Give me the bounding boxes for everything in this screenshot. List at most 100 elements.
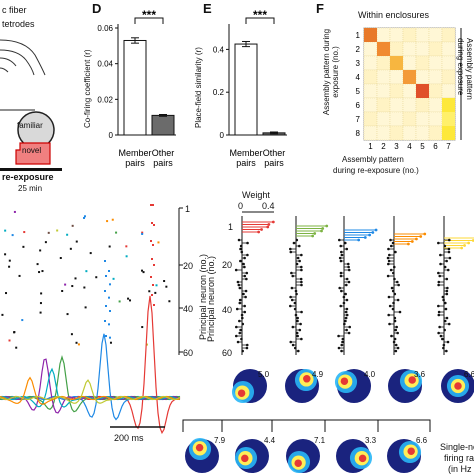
map-legend-line-3: (in Hz	[448, 464, 472, 474]
spike	[4, 229, 7, 232]
heatmap-x-tick: 6	[433, 142, 438, 151]
weight-dot	[239, 259, 242, 263]
weight-dot	[394, 343, 398, 347]
weight-dot	[238, 301, 242, 305]
weight-dot	[240, 250, 244, 254]
heatmap-y-tick: 6	[356, 101, 361, 110]
weight-dot	[392, 271, 395, 275]
weight-dot	[341, 340, 344, 344]
weight-dot	[345, 277, 349, 281]
weight-dot	[389, 238, 392, 242]
spike	[75, 240, 78, 243]
heatmap-x-tick: 2	[381, 142, 386, 151]
spike	[74, 277, 77, 280]
weight-dot	[339, 274, 343, 278]
map-field-peak	[237, 389, 246, 397]
weight-dot	[393, 316, 397, 320]
map-value-1-3: 4.0	[364, 370, 376, 379]
weight-dot	[299, 322, 302, 326]
spike	[111, 218, 114, 221]
weight-dot	[442, 346, 445, 350]
panel-f-xlabel-1: Assembly pattern	[342, 155, 404, 164]
spike	[106, 220, 109, 223]
weight-dot	[292, 241, 296, 245]
heatmap-diagonal-cell	[442, 112, 455, 126]
weight-dot	[339, 259, 343, 263]
heatmap-cell	[363, 97, 378, 113]
spike	[155, 284, 158, 287]
weight-dot	[237, 283, 241, 287]
heatmap-x-tick: 1	[368, 142, 373, 151]
weight-dot	[445, 349, 448, 353]
y-tick-label: 0	[220, 131, 225, 140]
spike	[83, 215, 86, 218]
heatmap-y-tick: 4	[356, 73, 361, 82]
weight-dot	[298, 259, 301, 263]
weight-dot	[338, 238, 341, 242]
weight-dot	[238, 331, 242, 335]
weight-dot	[236, 340, 240, 344]
heatmap-cell	[363, 125, 378, 141]
spike	[8, 259, 11, 262]
member-weight-dot	[257, 230, 261, 234]
weight-dot	[389, 244, 393, 248]
weight-dot	[242, 292, 245, 296]
weight-dot	[397, 283, 400, 287]
member-weight-dot	[363, 236, 367, 239]
place-field-map	[336, 439, 373, 473]
heatmap-cell	[363, 41, 378, 57]
weight-dot	[398, 310, 402, 314]
spike	[69, 247, 72, 250]
spike	[71, 285, 74, 288]
member-weight-dot	[325, 224, 329, 228]
spike	[150, 240, 152, 242]
spike	[152, 284, 154, 286]
weight-dot	[343, 322, 346, 326]
spike	[153, 264, 155, 266]
weight-dot	[445, 259, 448, 263]
weight-dot	[393, 292, 397, 296]
heatmap-cell	[389, 83, 404, 99]
heatmap-cell	[389, 125, 404, 141]
heatmap-y-tick: 7	[356, 115, 361, 124]
spike	[118, 300, 121, 303]
weight-dot	[437, 304, 440, 308]
weight-dot	[293, 307, 297, 311]
weight-dot	[439, 253, 442, 257]
weight-dot	[396, 298, 400, 302]
heatmap-cell	[376, 69, 391, 85]
weight-dot	[338, 286, 342, 290]
spike	[150, 204, 152, 206]
weight-dot	[299, 277, 303, 281]
weight-dot	[347, 331, 351, 335]
spike	[11, 234, 14, 237]
novel-label: novel	[22, 146, 42, 155]
weight-dot	[339, 304, 343, 308]
panel-e-ylabel: Place-field similarity (r)	[194, 47, 203, 128]
spike	[44, 241, 47, 244]
member-weight-dot	[260, 228, 263, 231]
spike	[152, 204, 154, 206]
spike	[22, 245, 25, 248]
weight-dot	[388, 322, 391, 326]
spike	[70, 333, 73, 336]
weight-dot	[239, 244, 243, 248]
weight-dot	[394, 328, 398, 332]
weight-dot	[345, 283, 348, 287]
weight-dot	[289, 295, 292, 299]
heatmap-cell	[402, 97, 417, 113]
weight-dot	[392, 301, 395, 305]
weight-dot	[243, 265, 246, 269]
member-weight-dot	[320, 229, 323, 233]
heatmap-cell	[389, 111, 404, 127]
assembly-weight-stems	[234, 211, 474, 355]
weight-dot	[393, 277, 396, 281]
heatmap-cell	[428, 125, 443, 141]
panel-f-ylabel: Assembly pattern during exposure (no.)	[322, 28, 340, 116]
weight-dot	[392, 340, 396, 344]
weight-dot	[391, 241, 395, 245]
duration-label: 25 min	[18, 184, 43, 193]
weight-dot	[389, 268, 393, 272]
weight-dot	[235, 307, 239, 311]
weight-dot	[394, 349, 398, 353]
